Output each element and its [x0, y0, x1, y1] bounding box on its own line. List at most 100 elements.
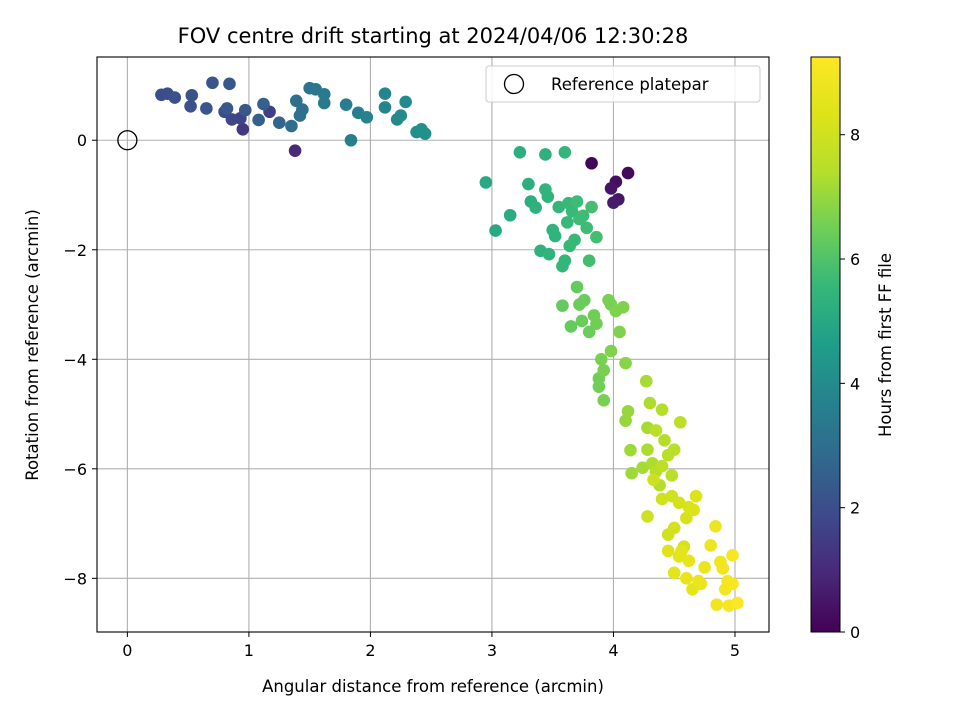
- data-point: [704, 539, 717, 552]
- legend-box: [485, 65, 761, 103]
- data-point: [206, 76, 219, 90]
- data-point: [597, 363, 611, 377]
- data-point: [503, 208, 517, 222]
- data-point: [394, 109, 408, 122]
- data-point: [580, 221, 594, 235]
- data-point: [564, 320, 578, 333]
- data-point: [220, 102, 234, 115]
- data-point: [489, 224, 502, 237]
- data-point: [726, 577, 739, 591]
- colorbar: [810, 56, 841, 633]
- data-point: [647, 473, 660, 487]
- y-tick-label: 0: [77, 131, 87, 150]
- data-point: [698, 561, 711, 574]
- data-point: [710, 598, 724, 611]
- data-point: [548, 229, 562, 243]
- data-point: [236, 122, 250, 136]
- data-point: [731, 596, 744, 610]
- data-point: [655, 492, 669, 506]
- data-point: [285, 119, 298, 133]
- data-point: [582, 325, 596, 339]
- chart-title: FOV centre drift starting at 2024/04/06 …: [178, 24, 689, 48]
- data-point: [590, 230, 603, 244]
- data-point: [577, 293, 591, 307]
- data-point: [185, 89, 199, 102]
- data-point: [687, 503, 700, 517]
- data-point: [636, 461, 649, 475]
- data-point: [479, 176, 493, 189]
- reference-platepar-marker: [117, 130, 138, 151]
- legend: Reference platepar: [485, 65, 761, 103]
- data-point: [585, 156, 598, 170]
- data-point: [726, 549, 739, 562]
- data-point: [661, 544, 675, 558]
- data-point: [595, 352, 608, 366]
- colorbar-tick-label: 8: [850, 126, 860, 145]
- data-point: [619, 356, 632, 370]
- data-point: [643, 396, 657, 410]
- data-point: [257, 97, 270, 111]
- data-point: [558, 254, 572, 268]
- reference-marker-layer: [117, 130, 138, 151]
- plot-area: [97, 57, 769, 632]
- data-point: [317, 87, 331, 101]
- data-point: [272, 116, 286, 130]
- data-point: [604, 344, 618, 358]
- y-axis-label: Rotation from reference (arcmin): [23, 209, 42, 481]
- data-point: [522, 177, 535, 191]
- data-point: [649, 424, 663, 437]
- data-point: [570, 195, 584, 208]
- data-point: [560, 216, 574, 229]
- data-point: [621, 405, 635, 418]
- data-point: [513, 145, 527, 159]
- data-point: [604, 182, 618, 195]
- data-point: [568, 233, 581, 247]
- data-point: [288, 144, 302, 157]
- data-point: [592, 380, 606, 393]
- data-point: [694, 577, 708, 591]
- data-point: [399, 95, 412, 109]
- data-point: [590, 317, 603, 330]
- plot-frame: [96, 56, 770, 633]
- data-point: [317, 96, 331, 110]
- data-point: [680, 572, 693, 585]
- data-point: [667, 443, 681, 456]
- colorbar-tick-label: 2: [850, 499, 860, 518]
- data-point: [378, 87, 392, 100]
- x-axis-label: Angular distance from reference (arcmin): [262, 677, 604, 696]
- data-point: [655, 459, 669, 473]
- y-tick-label: −6: [63, 460, 87, 479]
- data-point: [607, 196, 620, 209]
- data-point: [339, 98, 353, 111]
- data-point: [658, 434, 671, 447]
- data-point: [689, 489, 703, 503]
- data-point: [639, 374, 653, 388]
- data-point: [542, 247, 556, 261]
- data-point: [665, 469, 679, 482]
- data-point: [709, 520, 722, 533]
- data-points: [155, 76, 744, 613]
- colorbar-tick-label: 6: [850, 250, 860, 269]
- y-tick-label: −4: [63, 350, 87, 369]
- x-axis-ticks: 0 1 2 3 4 5: [122, 632, 740, 660]
- data-point: [252, 113, 265, 127]
- data-point: [360, 110, 374, 124]
- data-point: [575, 314, 589, 328]
- data-point: [529, 201, 542, 214]
- data-point: [716, 562, 730, 575]
- data-point: [289, 94, 303, 108]
- data-point: [570, 280, 584, 294]
- y-tick-label: −8: [63, 569, 87, 588]
- colorbar-tick-label: 0: [850, 623, 860, 642]
- data-point: [675, 544, 688, 558]
- data-point: [238, 103, 252, 117]
- data-point: [576, 209, 590, 223]
- x-tick-label: 3: [487, 641, 497, 660]
- data-point: [667, 521, 681, 535]
- data-point: [641, 443, 654, 456]
- data-point: [552, 200, 566, 214]
- data-point: [613, 325, 626, 339]
- data-point: [539, 148, 552, 161]
- data-point: [558, 145, 572, 159]
